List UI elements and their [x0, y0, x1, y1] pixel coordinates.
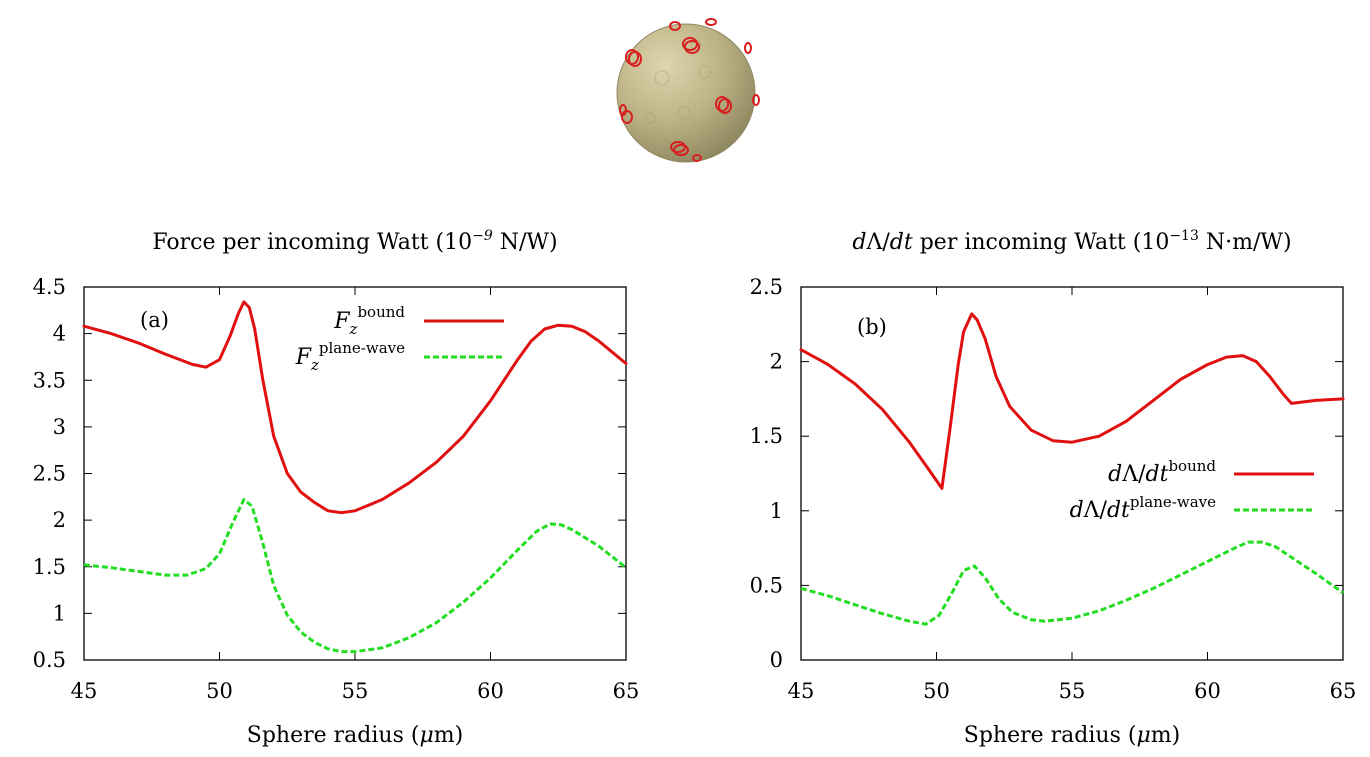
plot-frame: [800, 286, 1344, 661]
y-tick-label: 4: [53, 322, 66, 346]
ring-particle: [628, 51, 642, 67]
y-tick-label: 0.5: [33, 648, 66, 672]
x-tick-label: 55: [342, 679, 369, 703]
x-axis-label: Sphere radius (μm): [964, 723, 1180, 748]
y-tick-label: 0.5: [750, 573, 783, 597]
y-tick-label: 1.5: [750, 424, 783, 448]
ring-particle: [744, 42, 752, 54]
x-axis-label: Sphere radius (μm): [247, 723, 463, 748]
chart-panel-b: dΛ/dt per incoming Watt (10−13 N·m/W) 45…: [750, 228, 1357, 748]
dimple: [654, 70, 670, 86]
sphere: [616, 23, 756, 163]
y-tick-label: 2: [770, 350, 783, 374]
panel-label: (b): [857, 315, 887, 339]
ring-particle: [669, 21, 681, 31]
ring-particle: [752, 94, 760, 106]
x-tick-label: 65: [613, 679, 640, 703]
legend-label: dΛ/dtplane-wave: [1070, 493, 1217, 523]
x-tick-label: 60: [477, 679, 504, 703]
legend-label: Fzplane-wave: [295, 339, 405, 374]
y-tick-label: 3.5: [33, 368, 66, 392]
y-tick-label: 2.5: [750, 275, 783, 299]
y-tick-label: 1.5: [33, 555, 66, 579]
chart-title: Force per incoming Watt (10−9 N/W): [152, 228, 557, 255]
series-line-bound: [82, 300, 628, 515]
legend-label: Fzbound: [333, 303, 405, 338]
x-tick-label: 60: [1194, 679, 1221, 703]
y-tick-label: 0: [770, 648, 783, 672]
series-line-plane-wave: [83, 498, 627, 654]
x-tick-label: 45: [71, 679, 98, 703]
ring-particle: [621, 110, 633, 124]
ring-particle: [705, 18, 717, 26]
y-tick-label: 3: [53, 415, 66, 439]
y-tick-label: 2: [53, 508, 66, 532]
dimple: [698, 65, 712, 79]
chart-title: dΛ/dt per incoming Watt (10−13 N·m/W): [852, 228, 1291, 255]
series-line-bound: [799, 312, 1345, 490]
x-tick-label: 50: [206, 679, 233, 703]
sphere-with-ring-particles-icon: [616, 18, 760, 163]
x-tick-label: 55: [1059, 679, 1086, 703]
ring-particles: [619, 18, 760, 162]
legend-label: dΛ/dtbound: [1108, 457, 1216, 487]
y-tick-label: 2.5: [33, 462, 66, 486]
x-tick-label: 65: [1330, 679, 1357, 703]
surface-dimples: [644, 39, 726, 124]
ring-particle: [718, 98, 732, 114]
ring-particle: [673, 144, 689, 156]
legend: dΛ/dtbound dΛ/dtplane-wave: [1070, 457, 1314, 523]
ring-particle: [692, 154, 702, 162]
dimple: [677, 106, 691, 120]
ring-particle: [619, 104, 627, 116]
y-tick-label: 1: [53, 601, 66, 625]
panel-label: (a): [140, 308, 169, 332]
chart-marks: 45 50 55 60 6500.511.522.5(b)dΛ/dtbounddΛ/dt…: [750, 275, 1357, 703]
x-tick-label: 50: [923, 679, 950, 703]
series-line-plane-wave: [800, 540, 1344, 626]
chart-panel-a: Force per incoming Watt (10−9 N/W) 45 50 5…: [33, 228, 640, 748]
y-tick-label: 4.5: [33, 275, 66, 299]
plot-frame: [83, 286, 627, 661]
dimple: [714, 112, 726, 124]
y-tick-label: 1: [770, 499, 783, 523]
x-tick-label: 45: [788, 679, 815, 703]
chart-marks: 45 50 55 60 65 0.5 1 1.5 2 2.5 3 3.5 4 4.5 (a) FzboundF…: [33, 275, 640, 703]
dimple: [644, 112, 656, 124]
ring-particle: [684, 40, 700, 54]
